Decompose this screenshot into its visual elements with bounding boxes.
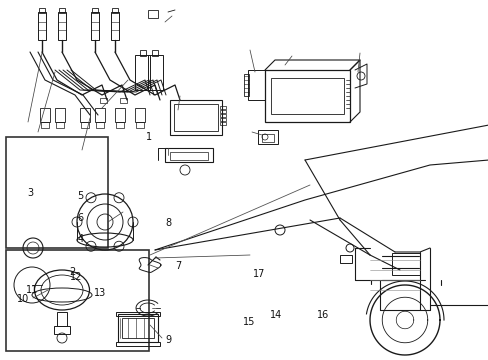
- Bar: [100, 98, 107, 103]
- Bar: [247, 70, 264, 100]
- Bar: [220, 122, 225, 125]
- Bar: [55, 108, 65, 122]
- Bar: [57, 312, 67, 326]
- Bar: [174, 104, 218, 131]
- Bar: [140, 50, 146, 56]
- Bar: [96, 122, 104, 128]
- Bar: [116, 312, 160, 316]
- Bar: [170, 100, 222, 135]
- Bar: [136, 122, 143, 128]
- Bar: [152, 50, 158, 56]
- Bar: [220, 106, 225, 109]
- Bar: [111, 12, 119, 40]
- Bar: [6, 137, 107, 248]
- Text: 5: 5: [78, 191, 83, 201]
- Bar: [92, 8, 98, 13]
- Text: 12: 12: [69, 272, 82, 282]
- Bar: [264, 70, 349, 122]
- Bar: [135, 108, 145, 122]
- Bar: [116, 122, 124, 128]
- Text: 3: 3: [27, 188, 33, 198]
- Bar: [95, 108, 105, 122]
- Bar: [41, 122, 49, 128]
- Text: 15: 15: [243, 317, 255, 327]
- Bar: [39, 8, 45, 13]
- Bar: [58, 12, 66, 40]
- Bar: [391, 253, 419, 275]
- Text: 13: 13: [94, 288, 106, 298]
- Text: 14: 14: [269, 310, 282, 320]
- Bar: [135, 55, 150, 90]
- Bar: [148, 10, 158, 18]
- Bar: [116, 342, 160, 346]
- Bar: [120, 98, 127, 103]
- Bar: [81, 122, 89, 128]
- Text: 8: 8: [165, 218, 171, 228]
- Bar: [244, 74, 248, 96]
- Bar: [170, 152, 207, 160]
- Bar: [220, 110, 225, 113]
- Text: 17: 17: [252, 269, 265, 279]
- Text: 10: 10: [17, 294, 29, 304]
- Bar: [6, 250, 149, 351]
- Bar: [54, 326, 70, 334]
- Bar: [220, 114, 225, 117]
- Bar: [56, 122, 64, 128]
- Bar: [91, 12, 99, 40]
- Text: 16: 16: [316, 310, 328, 320]
- Bar: [270, 78, 343, 114]
- Text: 11: 11: [25, 285, 38, 295]
- Bar: [112, 8, 118, 13]
- Bar: [122, 318, 154, 338]
- Bar: [80, 108, 90, 122]
- Text: 4: 4: [78, 234, 83, 244]
- Text: 9: 9: [165, 335, 171, 345]
- Bar: [339, 255, 351, 263]
- Bar: [220, 118, 225, 121]
- Bar: [40, 108, 50, 122]
- Bar: [115, 108, 125, 122]
- Text: 6: 6: [78, 213, 83, 223]
- Bar: [118, 314, 158, 342]
- Bar: [164, 148, 213, 162]
- Bar: [258, 130, 278, 144]
- Bar: [262, 134, 273, 142]
- Text: 2: 2: [69, 267, 75, 277]
- Bar: [148, 55, 163, 90]
- Text: 1: 1: [146, 132, 152, 142]
- Text: 7: 7: [175, 261, 181, 271]
- Bar: [38, 12, 46, 40]
- Bar: [59, 8, 65, 13]
